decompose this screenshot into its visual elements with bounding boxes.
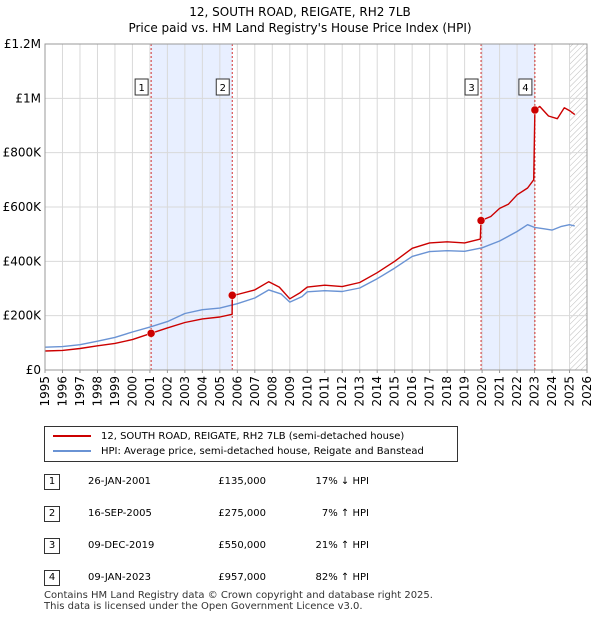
footer-line-1: Contains HM Land Registry data © Crown c… bbox=[44, 590, 433, 601]
x-tick-label: 1999 bbox=[108, 376, 122, 407]
x-tick-label: 2006 bbox=[230, 376, 244, 407]
marker-label-box bbox=[215, 78, 230, 96]
legend-swatch-hpi bbox=[53, 450, 91, 452]
marker-label: 1 bbox=[138, 83, 144, 94]
y-tick-label: £800K bbox=[3, 146, 43, 160]
sale-number: 2 bbox=[44, 506, 60, 522]
marker-label-box bbox=[518, 78, 533, 96]
y-tick-label: £600K bbox=[3, 200, 43, 214]
hpi-line bbox=[44, 224, 575, 348]
x-tick-label: 2007 bbox=[248, 376, 262, 407]
x-tick-label: 2003 bbox=[178, 376, 192, 407]
x-tick-label: 2014 bbox=[370, 376, 384, 407]
sale-row: 2 16-SEP-2005 £275,000 7% ↑ HPI bbox=[44, 506, 444, 522]
x-tick-label: 2016 bbox=[405, 376, 419, 407]
x-tick-label: 2010 bbox=[300, 376, 314, 407]
x-tick-label: 2011 bbox=[318, 376, 332, 407]
sale-hpi-diff: 21% ↑ HPI bbox=[315, 540, 369, 551]
sale-date: 09-DEC-2019 bbox=[88, 540, 155, 551]
legend-swatch-property bbox=[53, 435, 91, 437]
x-tick-label: 2025 bbox=[563, 376, 577, 407]
x-tick-label: 1996 bbox=[55, 376, 69, 407]
legend-item-hpi: HPI: Average price, semi-detached house,… bbox=[53, 445, 424, 459]
plot-frame bbox=[44, 43, 588, 371]
sale-number: 1 bbox=[44, 474, 60, 490]
x-tick-label: 1995 bbox=[38, 376, 52, 407]
marker-label: 2 bbox=[220, 83, 226, 94]
x-tick-label: 2024 bbox=[545, 376, 559, 407]
chart-title: 12, SOUTH ROAD, REIGATE, RH2 7LB bbox=[189, 5, 411, 19]
sale-price: £550,000 bbox=[218, 540, 266, 551]
marker-label: 4 bbox=[522, 83, 528, 94]
sale-hpi-diff: 82% ↑ HPI bbox=[315, 572, 369, 583]
x-tick-label: 2004 bbox=[195, 376, 209, 407]
footer-attribution: Contains HM Land Registry data © Crown c… bbox=[44, 590, 433, 612]
sale-hpi-diff: 17% ↓ HPI bbox=[315, 476, 369, 487]
marker-label-box bbox=[134, 78, 149, 96]
property-price-line bbox=[44, 105, 576, 352]
x-tick-label: 2012 bbox=[335, 376, 349, 407]
sale-number: 4 bbox=[44, 570, 60, 586]
sale-row: 1 26-JAN-2001 £135,000 17% ↓ HPI bbox=[44, 474, 444, 490]
sale-hpi-diff: 7% ↑ HPI bbox=[321, 508, 369, 519]
x-tick-label: 2015 bbox=[388, 376, 402, 407]
x-tick-label: 2026 bbox=[580, 376, 594, 407]
sale-row: 4 09-JAN-2023 £957,000 82% ↑ HPI bbox=[44, 570, 444, 586]
y-tick-label: £0 bbox=[26, 363, 41, 377]
y-tick-label: £1.2M bbox=[4, 37, 41, 51]
legend-label-hpi: HPI: Average price, semi-detached house,… bbox=[101, 446, 424, 457]
x-tick-label: 2013 bbox=[353, 376, 367, 407]
x-tick-label: 2018 bbox=[440, 376, 454, 407]
x-tick-label: 2008 bbox=[265, 376, 279, 407]
x-tick-label: 1998 bbox=[90, 376, 104, 407]
x-tick-label: 2001 bbox=[143, 376, 157, 407]
y-tick-label: £400K bbox=[3, 254, 43, 268]
x-tick-label: 2019 bbox=[458, 376, 472, 407]
sale-number: 3 bbox=[44, 538, 60, 554]
x-tick-label: 2005 bbox=[213, 376, 227, 407]
sale-row: 3 09-DEC-2019 £550,000 21% ↑ HPI bbox=[44, 538, 444, 554]
sale-price: £135,000 bbox=[218, 476, 266, 487]
x-tick-label: 2009 bbox=[283, 376, 297, 407]
sale-price: £275,000 bbox=[218, 508, 266, 519]
marker-label-box bbox=[464, 78, 479, 96]
sale-marker bbox=[146, 329, 156, 338]
x-tick-label: 2002 bbox=[160, 376, 174, 407]
x-tick-label: 2017 bbox=[423, 376, 437, 407]
chart-subtitle: Price paid vs. HM Land Registry's House … bbox=[128, 21, 472, 35]
x-tick-label: 2020 bbox=[475, 376, 489, 407]
sale-date: 09-JAN-2023 bbox=[88, 572, 152, 583]
x-tick-label: 1997 bbox=[73, 376, 87, 407]
x-tick-label: 2000 bbox=[125, 376, 139, 407]
x-tick-label: 2022 bbox=[510, 376, 524, 407]
sale-price: £957,000 bbox=[218, 572, 266, 583]
x-tick-label: 2023 bbox=[528, 376, 542, 407]
sale-marker bbox=[228, 291, 237, 300]
x-tick-label: 2021 bbox=[493, 376, 507, 407]
chart-title-block: 12, SOUTH ROAD, REIGATE, RH2 7LB Price p… bbox=[0, 4, 600, 36]
legend-label-property: 12, SOUTH ROAD, REIGATE, RH2 7LB (semi-d… bbox=[101, 431, 405, 442]
y-tick-label: £1M bbox=[15, 91, 41, 105]
sale-marker bbox=[476, 216, 486, 225]
footer-line-2: This data is licensed under the Open Gov… bbox=[44, 601, 363, 612]
marker-label: 3 bbox=[468, 83, 474, 94]
y-tick-label: £200K bbox=[3, 309, 43, 323]
sale-marker bbox=[530, 105, 540, 115]
legend-item-property: 12, SOUTH ROAD, REIGATE, RH2 7LB (semi-d… bbox=[53, 430, 404, 444]
sale-date: 16-SEP-2005 bbox=[88, 508, 152, 519]
sale-date: 26-JAN-2001 bbox=[88, 476, 152, 487]
chart-legend: 12, SOUTH ROAD, REIGATE, RH2 7LB (semi-d… bbox=[44, 426, 458, 462]
